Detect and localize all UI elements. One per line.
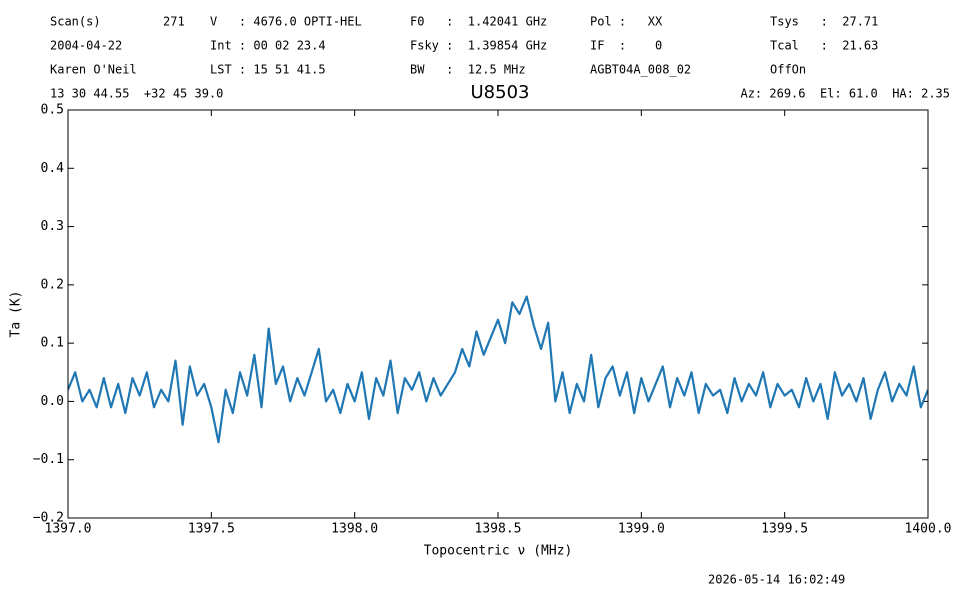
header-text: Karen O'Neil — [50, 63, 137, 77]
x-tick-label: 1397.0 — [45, 522, 92, 537]
header-text: 2004-04-22 — [50, 39, 122, 53]
header-text: OffOn — [770, 63, 806, 77]
header-text: 13 30 44.55 +32 45 39.0 — [50, 87, 223, 101]
header-text: LST : 15 51 41.5 — [210, 63, 326, 77]
header-text: Fsky : 1.39854 GHz — [410, 39, 547, 53]
header-text: 2026-05-14 16:02:49 — [708, 573, 845, 587]
header-text: IF : 0 — [590, 39, 662, 53]
header-text: V : 4676.0 OPTI-HEL — [210, 15, 362, 29]
y-axis-label: Ta (K) — [9, 291, 24, 338]
header-text: Pol : XX — [590, 15, 663, 29]
plot-frame — [67, 109, 929, 519]
header-text: Tsys : 27.71 — [770, 15, 878, 29]
chart-title: U8503 — [471, 82, 530, 103]
header-text: F0 : 1.42041 GHz — [410, 15, 547, 29]
header-text: AGBT04A_008_02 — [590, 63, 691, 77]
y-tick-label: 0.2 — [41, 277, 64, 292]
header-text: BW : 12.5 MHz — [410, 63, 526, 77]
x-tick-label: 1399.5 — [761, 522, 808, 537]
y-tick-label: 0.5 — [41, 103, 64, 118]
x-tick-label: 1400.0 — [905, 522, 952, 537]
y-tick-label: −0.1 — [33, 452, 64, 467]
y-tick-label: 0.3 — [41, 219, 64, 234]
x-axis-label: Topocentric ν (MHz) — [424, 544, 573, 559]
x-tick-label: 1399.0 — [618, 522, 665, 537]
header-text: 271 — [163, 15, 185, 29]
header-text: Scan(s) — [50, 15, 101, 29]
y-tick-label: −0.2 — [33, 511, 64, 526]
y-tick-label: 0.0 — [41, 394, 64, 409]
x-tick-label: 1397.5 — [188, 522, 235, 537]
header-text: Tcal : 21.63 — [770, 39, 878, 53]
header-text: Int : 00 02 23.4 — [210, 39, 326, 53]
x-tick-label: 1398.5 — [475, 522, 522, 537]
x-tick-label: 1398.0 — [331, 522, 378, 537]
y-tick-label: 0.4 — [41, 161, 65, 176]
spectrum-line — [68, 295, 928, 444]
header-text: Az: 269.6 El: 61.0 HA: 2.35 — [740, 87, 950, 101]
y-tick-label: 0.1 — [41, 336, 64, 351]
